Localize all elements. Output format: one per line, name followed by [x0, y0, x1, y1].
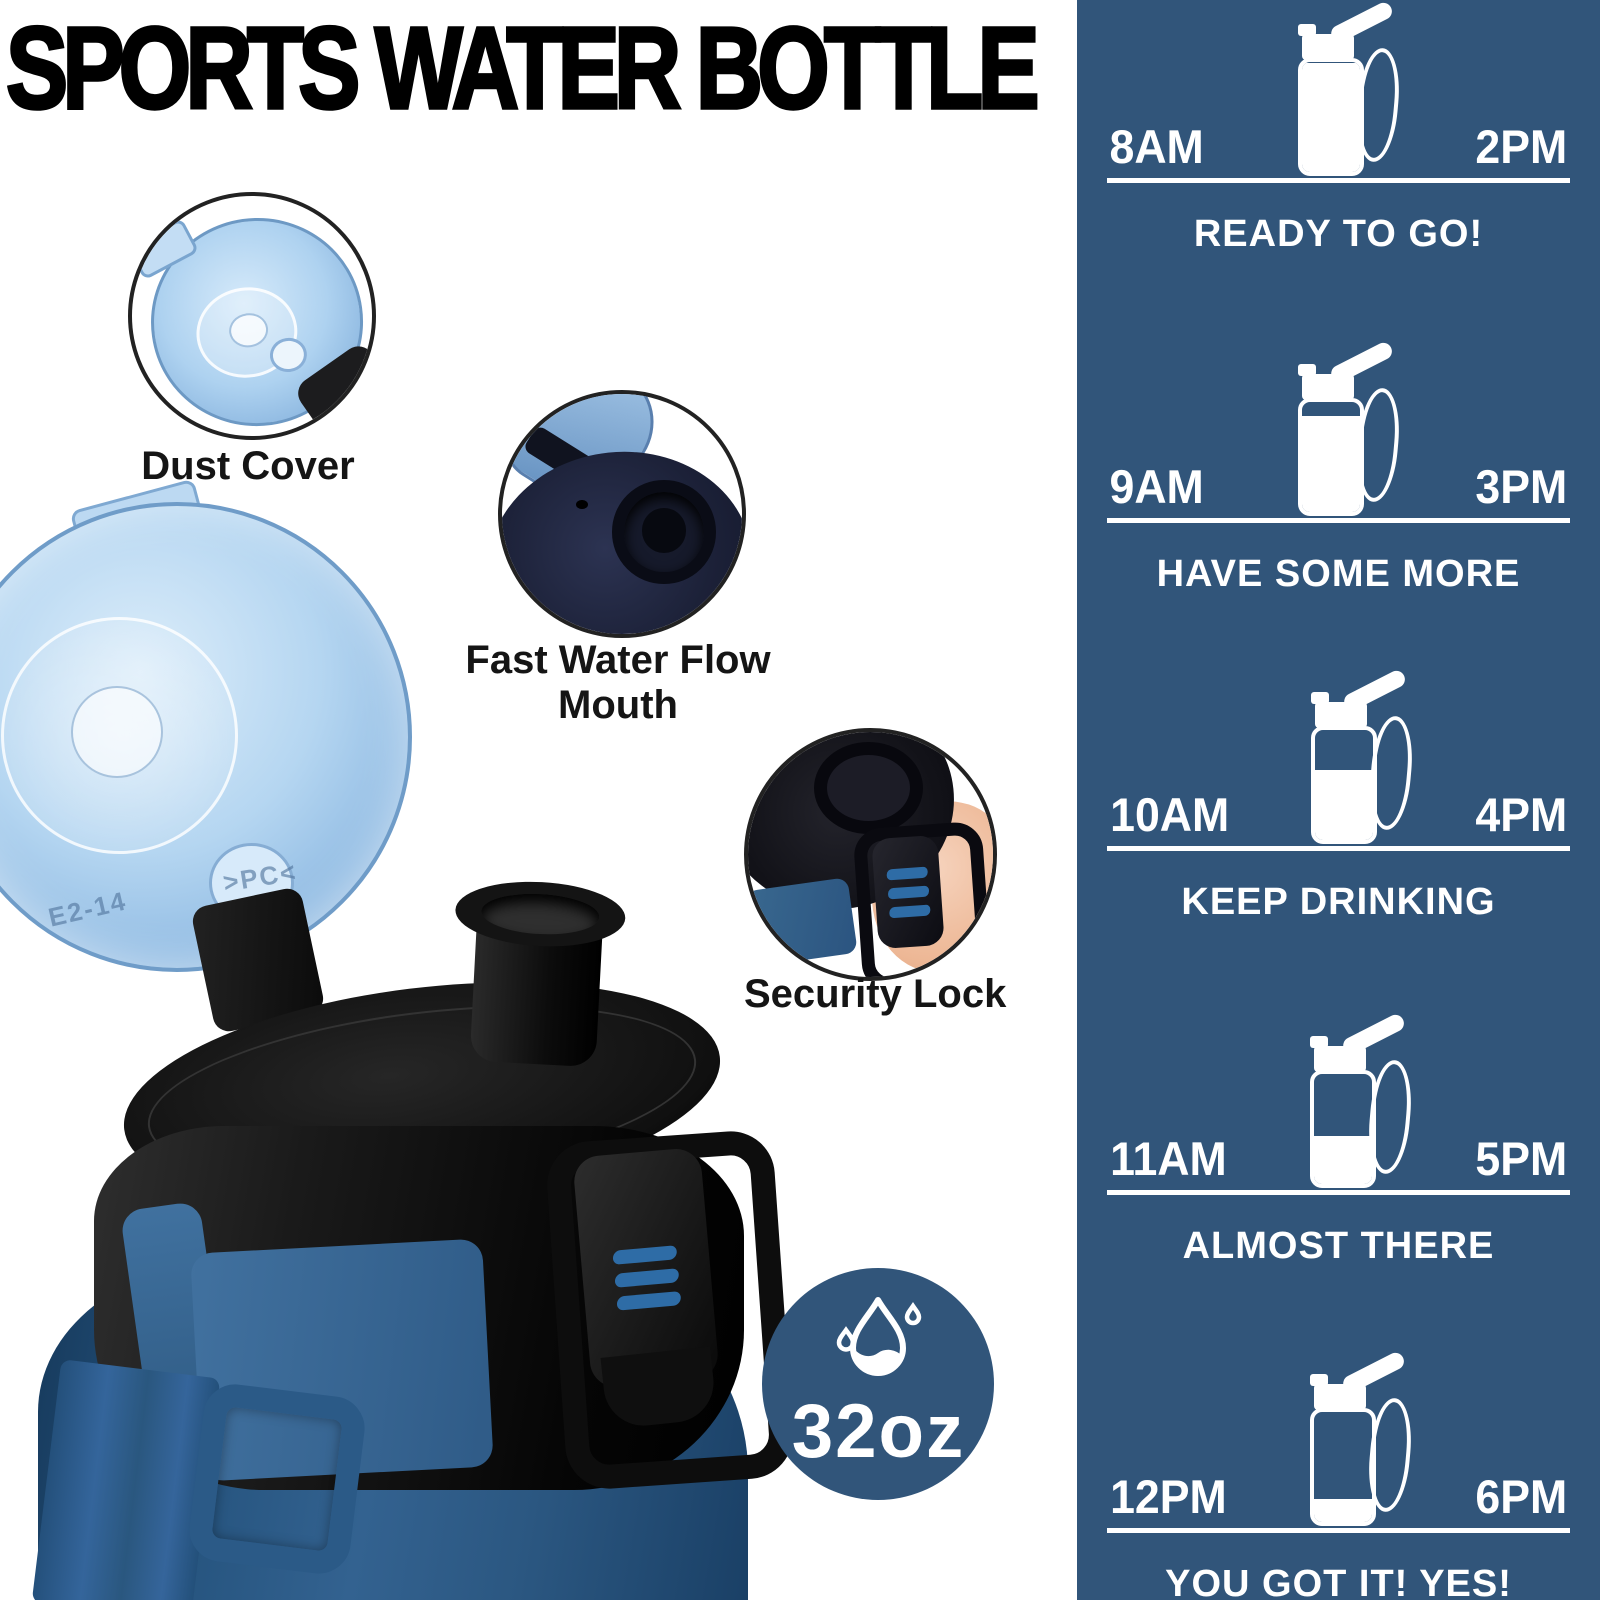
timeline-rule — [1107, 518, 1570, 523]
bottle-level-icon — [1297, 667, 1416, 844]
start-time-label: 12PM — [1110, 1470, 1227, 1523]
water-fill — [1313, 1498, 1372, 1522]
bottle-level-icon — [1296, 1349, 1415, 1526]
schedule-caption: KEEP DRINKING — [1181, 881, 1496, 923]
lid-seal-plug — [70, 686, 163, 778]
drinking-spout — [447, 877, 627, 1079]
security-lock-callout — [744, 728, 997, 981]
flow-mouth-label: Fast Water Flow Mouth — [465, 638, 771, 727]
lock-grip-stripe — [886, 866, 928, 881]
water-fill — [1301, 416, 1360, 512]
bottle-level-icon — [1284, 339, 1403, 516]
dust-cover-callout — [128, 192, 376, 440]
open-cap-icon — [1339, 1011, 1407, 1057]
lock-grip-stripe — [887, 885, 930, 900]
end-time-label: 6PM — [1475, 1470, 1568, 1523]
schedule-caption: YOU GOT IT! YES! — [1165, 1563, 1512, 1600]
water-fill — [1301, 63, 1360, 172]
timeline-rule — [1107, 846, 1570, 851]
water-fill — [1313, 1135, 1372, 1184]
water-drop-icon — [836, 1296, 922, 1376]
strap-loop — [185, 1380, 369, 1578]
capacity-badge: 32oz — [762, 1268, 994, 1500]
schedule-row: 11AM 5PM ALMOST THERE — [1077, 1011, 1600, 1268]
spout-ring — [814, 741, 924, 834]
lock-grip-stripe — [614, 1268, 680, 1288]
hydration-schedule-panel: 8AM 2PM READY TO GO! 9AM — [1077, 0, 1600, 1600]
end-time-label: 2PM — [1475, 120, 1568, 173]
collar-label-fragment — [748, 877, 859, 967]
open-cap-icon — [1341, 667, 1408, 713]
schedule-row: 10AM 4PM KEEP DRINKING — [1077, 667, 1600, 924]
timeline-rule — [1107, 178, 1570, 183]
vent-dot — [576, 499, 589, 510]
carry-strap — [31, 1359, 221, 1600]
open-cap-icon — [1328, 0, 1395, 45]
schedule-row: 9AM 3PM HAVE SOME MORE — [1077, 339, 1600, 596]
lid-marking-text: E2-14 — [45, 885, 130, 933]
end-time-label: 5PM — [1475, 1132, 1568, 1185]
capacity-text: 32oz — [791, 1388, 965, 1474]
water-fill — [1314, 769, 1373, 840]
bottle-level-icon — [1284, 0, 1403, 176]
schedule-row: 8AM 2PM READY TO GO! — [1077, 0, 1600, 256]
schedule-row: 12PM 6PM YOU GOT IT! YES! — [1077, 1349, 1600, 1600]
schedule-caption: READY TO GO! — [1193, 213, 1484, 255]
lock-grip-stripe — [612, 1245, 678, 1265]
flow-mouth-ring — [612, 480, 716, 584]
lock-clip — [871, 835, 946, 950]
start-time-label: 11AM — [1110, 1132, 1227, 1185]
timeline-rule — [1107, 1190, 1570, 1195]
start-time-label: 8AM — [1109, 120, 1204, 173]
schedule-caption: HAVE SOME MORE — [1156, 553, 1521, 595]
dust-cover-label: Dust Cover — [141, 444, 355, 488]
security-lock-label: Security Lock — [744, 972, 1007, 1016]
open-cap-icon — [1339, 1349, 1407, 1395]
open-cap-icon — [1328, 339, 1395, 385]
end-time-label: 4PM — [1475, 788, 1568, 841]
schedule-caption: ALMOST THERE — [1182, 1225, 1495, 1267]
page-title: SPORTS WATER BOTTLE — [5, 2, 1041, 133]
lock-grip-stripe — [616, 1291, 682, 1311]
start-time-label: 9AM — [1109, 460, 1204, 513]
start-time-label: 10AM — [1110, 788, 1230, 841]
bottle-level-icon — [1296, 1011, 1415, 1188]
open-flip-lid: E2-14 >PC< — [0, 502, 412, 972]
lock-grip-stripe — [889, 904, 931, 919]
timeline-rule — [1107, 1528, 1570, 1533]
flow-mouth-callout — [498, 390, 746, 638]
end-time-label: 3PM — [1475, 460, 1568, 513]
flow-mouth-opening — [641, 508, 687, 553]
